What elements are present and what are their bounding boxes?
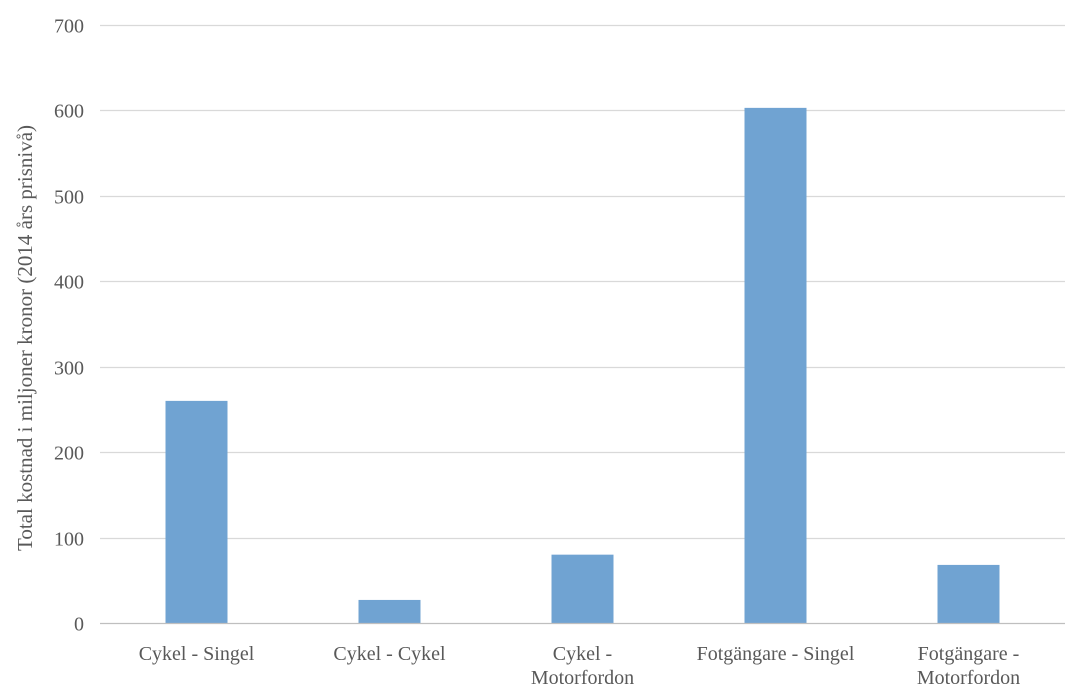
y-tick-label: 500 <box>54 187 84 209</box>
y-tick-label: 200 <box>54 443 84 465</box>
y-tick-label: 600 <box>54 101 84 123</box>
bars <box>165 107 1000 623</box>
y-tick-label: 700 <box>54 16 84 38</box>
bar <box>937 564 1000 623</box>
y-tick-label: 400 <box>54 272 84 294</box>
bar <box>551 554 614 623</box>
y-tick-label: 0 <box>74 614 84 636</box>
x-tick-label: Fotgängare -Motorfordon <box>917 643 1020 688</box>
gridlines <box>100 24 1065 540</box>
y-tick-label: 300 <box>54 358 84 380</box>
y-tick-label: 100 <box>54 529 84 551</box>
bar <box>744 107 807 623</box>
bar <box>165 400 228 623</box>
x-tick-label: Cykel - Singel <box>139 643 255 665</box>
bar <box>358 599 421 623</box>
y-axis-title: Total kostnad i miljoner kronor (2014 år… <box>13 125 37 551</box>
tick-labels: 0 100 200 300 400 500 600 700 Cykel - Singel Cyke… <box>54 16 1020 690</box>
x-tick-label: Cykel -Motorfordon <box>531 643 634 688</box>
x-tick-label: Cykel - Cykel <box>333 643 446 665</box>
x-tick-label: Fotgängare - Singel <box>697 643 855 665</box>
